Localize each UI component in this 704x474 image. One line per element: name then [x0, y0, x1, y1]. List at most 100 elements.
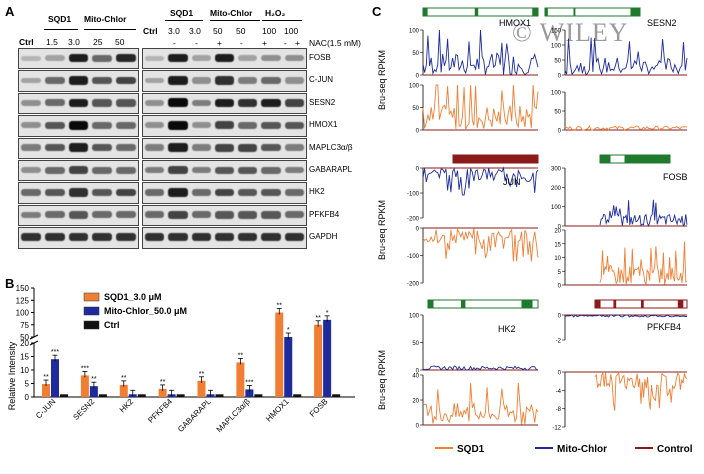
track-tick-label: 0: [416, 227, 420, 233]
blot-band: [92, 211, 113, 219]
blot-row-label: GABARAPL: [309, 165, 353, 174]
y-tick-label: 15: [20, 353, 29, 362]
blot-band: [284, 121, 304, 130]
blot-band: [145, 122, 165, 129]
gene-exon: [423, 8, 428, 16]
gene-name-label: SESN2: [647, 18, 677, 28]
blot-row-label: C-JUN: [309, 75, 333, 85]
significance-label: **: [121, 375, 127, 382]
nac-sign-7: +: [295, 38, 300, 48]
y-tick-label: 10: [20, 366, 29, 375]
panel-b-letter: B: [5, 276, 15, 291]
track-tick-label: 0: [558, 74, 562, 80]
gene-exon: [461, 300, 466, 308]
blot-band: [214, 143, 235, 152]
right-group-line-3: [262, 20, 302, 21]
gene-exon: [677, 300, 684, 308]
gene-exon: [642, 155, 670, 163]
blot-band: [68, 188, 89, 197]
track-tick-label: 20: [554, 229, 561, 235]
track-tick-label: 5: [558, 270, 562, 276]
x-category-label: GABARAPL: [176, 397, 213, 434]
blot-strip-left: [18, 70, 139, 92]
blot-strip-right: [142, 92, 307, 115]
blot-strip-left: [18, 48, 139, 70]
blot-band: [284, 166, 304, 174]
nac-label: NAC(1.5 mM): [309, 38, 361, 48]
bar-1: [51, 359, 59, 397]
blot-band: [145, 233, 165, 242]
blot-band: [238, 55, 258, 62]
blot-band: [168, 143, 188, 153]
bar-0: [158, 388, 167, 397]
blot-band: [92, 166, 113, 174]
blot-band: [21, 122, 41, 129]
legend-label: Ctrl: [104, 320, 120, 330]
significance-label: **: [160, 379, 166, 386]
track-tick-label: 100: [551, 91, 562, 97]
legend-swatch: [83, 292, 100, 302]
track-tick-label: 100: [551, 44, 562, 50]
blot-band: [68, 120, 89, 130]
track-tick-label: 40: [412, 374, 419, 380]
track-tick-label: 100: [551, 205, 562, 211]
right-group-line-2: [210, 20, 260, 21]
gene-exon: [453, 155, 538, 163]
blot-band: [191, 99, 211, 107]
track-trace: [594, 371, 688, 411]
track-tick-label: 100: [409, 84, 420, 90]
track-tick-label: 0: [558, 129, 562, 135]
blot-band: [214, 188, 235, 197]
blot-band: [191, 144, 211, 152]
right-lane-7: 100: [284, 26, 299, 36]
track-trace: [599, 199, 688, 228]
blot-row-label: GAPDH: [309, 232, 338, 242]
blot-band: [116, 99, 136, 107]
blot-band: [68, 211, 89, 219]
left-lane-5: 50: [115, 37, 125, 47]
track-ylabel: Bru-seq RPKM: [377, 350, 387, 410]
track-tick-label: 0: [416, 369, 420, 375]
significance-label: **: [43, 374, 49, 381]
blot-band: [168, 120, 188, 130]
significance-label: ***: [51, 349, 59, 356]
left-group-line-1: [44, 29, 78, 30]
blot-band: [145, 189, 165, 197]
track-tick-label: 100: [409, 29, 420, 35]
gene-exon: [595, 300, 601, 308]
blot-band: [116, 233, 136, 242]
blot-band: [21, 77, 41, 84]
track-ylabel: Bru-seq RPKM: [377, 50, 387, 110]
y-tick-label: 125: [16, 296, 30, 305]
y-tick-label: 20: [20, 339, 29, 348]
track-tick-label: -100: [407, 254, 420, 260]
track-tick-label: 100: [409, 314, 420, 320]
blot-band: [68, 166, 89, 175]
blot-band: [284, 77, 304, 84]
blot-band: [261, 77, 281, 85]
blot-band: [284, 189, 304, 197]
blot-band: [214, 98, 235, 108]
blot-band: [145, 211, 165, 219]
track-trace: [422, 84, 539, 130]
nac-sign-6: -: [284, 38, 287, 48]
blot-band: [21, 211, 41, 219]
track-tick-label: -200: [407, 282, 420, 288]
blot-band: [116, 188, 136, 197]
blot-band: [44, 55, 65, 62]
y-tick-label: 0: [25, 393, 30, 402]
blot-band: [284, 233, 304, 242]
track-trace: [422, 382, 539, 425]
significance-label: *: [287, 327, 290, 334]
panel-a-letter: A: [5, 4, 15, 19]
bar-1: [89, 386, 98, 397]
gene-exon: [521, 300, 533, 308]
track-trace: [422, 29, 539, 76]
blot-band: [191, 211, 211, 219]
gene-exon: [545, 8, 548, 16]
left-lane-3: 3.0: [68, 37, 80, 47]
blot-band: [168, 98, 188, 108]
blot-band: [214, 211, 235, 219]
blot-strip-left: [18, 227, 139, 249]
